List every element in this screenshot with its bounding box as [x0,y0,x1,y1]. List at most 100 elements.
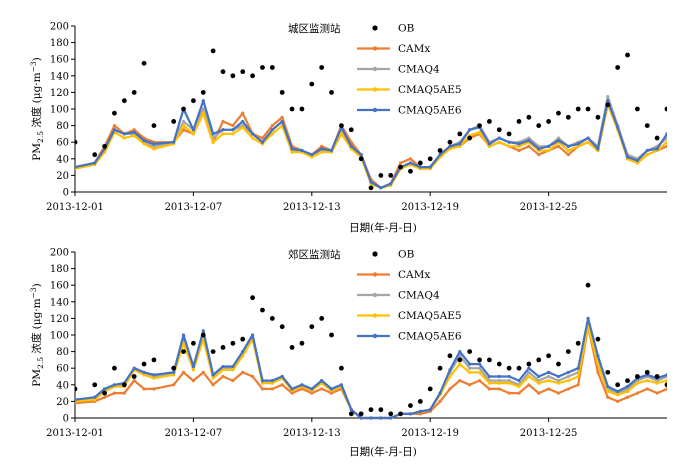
ob-point [585,106,591,112]
ob-point [487,357,492,363]
plot-area [75,282,667,420]
ob-point [112,365,117,371]
series-point-CMAQ5AE6 [132,130,136,134]
series-point-CAMx [181,370,186,374]
series-point-CMAQ5AE6 [191,128,195,132]
series-point-CAMx [231,379,235,383]
series-point-CMAQ5AE5 [290,150,294,154]
legend-label-OB: OB [398,23,415,35]
series-point-CMAQ5AE6 [556,374,561,379]
series-point-CMAQ5AE6 [369,180,373,184]
series-point-CMAQ4 [181,119,186,124]
y-tick-label: 140 [50,71,69,82]
series-point-CMAQ5AE5 [132,133,136,138]
series-point-CMAQ5AE6 [458,142,462,146]
legend-marker-CMAQ5AE5 [372,313,378,318]
series-point-CMAQ4 [527,136,531,140]
ob-point [191,98,196,104]
series-point-CMAQ5AE6 [142,138,146,143]
y-tick-label: 120 [50,314,69,325]
series-point-CMAQ4 [507,379,511,383]
ob-point [496,127,502,133]
series-point-CMAQ5AE5 [458,362,462,366]
series-point-CMAQ5AE6 [93,395,97,399]
x-tick-label: 2013-12-01 [46,202,104,213]
series-point-CAMx [458,379,462,383]
legend-marker-CMAQ4 [372,66,378,72]
series-point-CMAQ5AE6 [93,161,97,165]
series-point-CAMx [152,387,156,391]
legend-marker-CMAQ4 [372,292,378,298]
series-point-CAMx [260,136,265,140]
series-point-CMAQ5AE6 [468,128,472,132]
series-point-CMAQ5AE6 [576,366,580,370]
series-point-CMAQ4 [477,366,482,370]
ob-point [457,131,463,137]
x-tick-label: 2013-12-13 [283,428,341,439]
series-point-CMAQ5AE6 [349,144,353,148]
ob-point [339,365,344,371]
series-line-CMAQ5AE5 [75,325,667,420]
ob-point [309,324,315,330]
series-point-CMAQ5AE5 [635,381,640,385]
y-tick-label: 160 [50,55,69,66]
series-point-CMAQ5AE6 [606,99,610,103]
series-point-CMAQ5AE6 [181,333,186,337]
series-point-CMAQ4 [556,136,561,140]
ob-point [516,365,522,371]
ob-point [102,143,107,149]
series-point-CMAQ5AE6 [172,140,176,144]
ob-point [437,148,443,153]
series-point-CMAQ5AE5 [537,381,541,385]
ob-point [447,139,453,145]
ob-point [250,73,256,79]
series-point-CAMx [201,370,205,374]
series-point-CMAQ4 [606,94,610,99]
ob-point [388,411,394,417]
series-point-CAMx [517,391,521,395]
series-point-CMAQ5AE6 [251,333,255,337]
series-point-CMAQ4 [201,107,205,111]
series-point-CAMx [280,383,284,387]
ob-point [171,119,177,124]
y-tick-label: 0 [63,188,69,199]
ob-point [565,114,571,120]
ob-point [417,399,423,404]
ob-point [240,336,246,342]
y-tick-label: 80 [56,347,69,358]
ob-point [151,357,157,363]
series-point-CMAQ5AE6 [142,370,146,374]
ob-point [467,349,473,354]
series-point-CMAQ5AE6 [497,374,501,379]
series-point-CMAQ5AE6 [122,132,126,136]
series-point-CMAQ5AE5 [477,130,482,134]
series-point-CAMx [132,128,136,132]
series-point-CMAQ5AE6 [369,416,373,420]
series-point-CMAQ5AE6 [547,370,551,374]
ob-point [408,403,413,408]
ob-point [615,65,621,70]
series-point-CAMx [566,387,570,391]
series-point-CMAQ5AE5 [517,144,521,148]
series-point-CMAQ5AE5 [566,379,570,383]
series-point-CMAQ5AE5 [270,381,274,385]
ob-point [92,152,98,158]
series-point-CMAQ5AE5 [142,142,146,146]
series-point-CMAQ5AE5 [93,398,97,402]
ob-point [75,139,78,145]
series-point-CMAQ5AE5 [527,374,531,379]
series-point-CAMx [606,395,610,399]
series-point-CMAQ4 [566,374,570,379]
ob-point [625,378,630,384]
series-point-CMAQ5AE6 [231,364,235,369]
series-point-CAMx [241,370,245,374]
series-point-CMAQ5AE5 [221,132,225,136]
ob-point [417,160,423,166]
ob-point [625,52,630,58]
x-tick-label: 2013-12-19 [401,202,459,213]
series-point-CAMx [635,391,640,395]
y-tick-label: 140 [50,297,69,308]
series-point-CMAQ5AE5 [507,381,511,385]
ob-point [644,123,650,128]
ob-point [437,365,443,371]
